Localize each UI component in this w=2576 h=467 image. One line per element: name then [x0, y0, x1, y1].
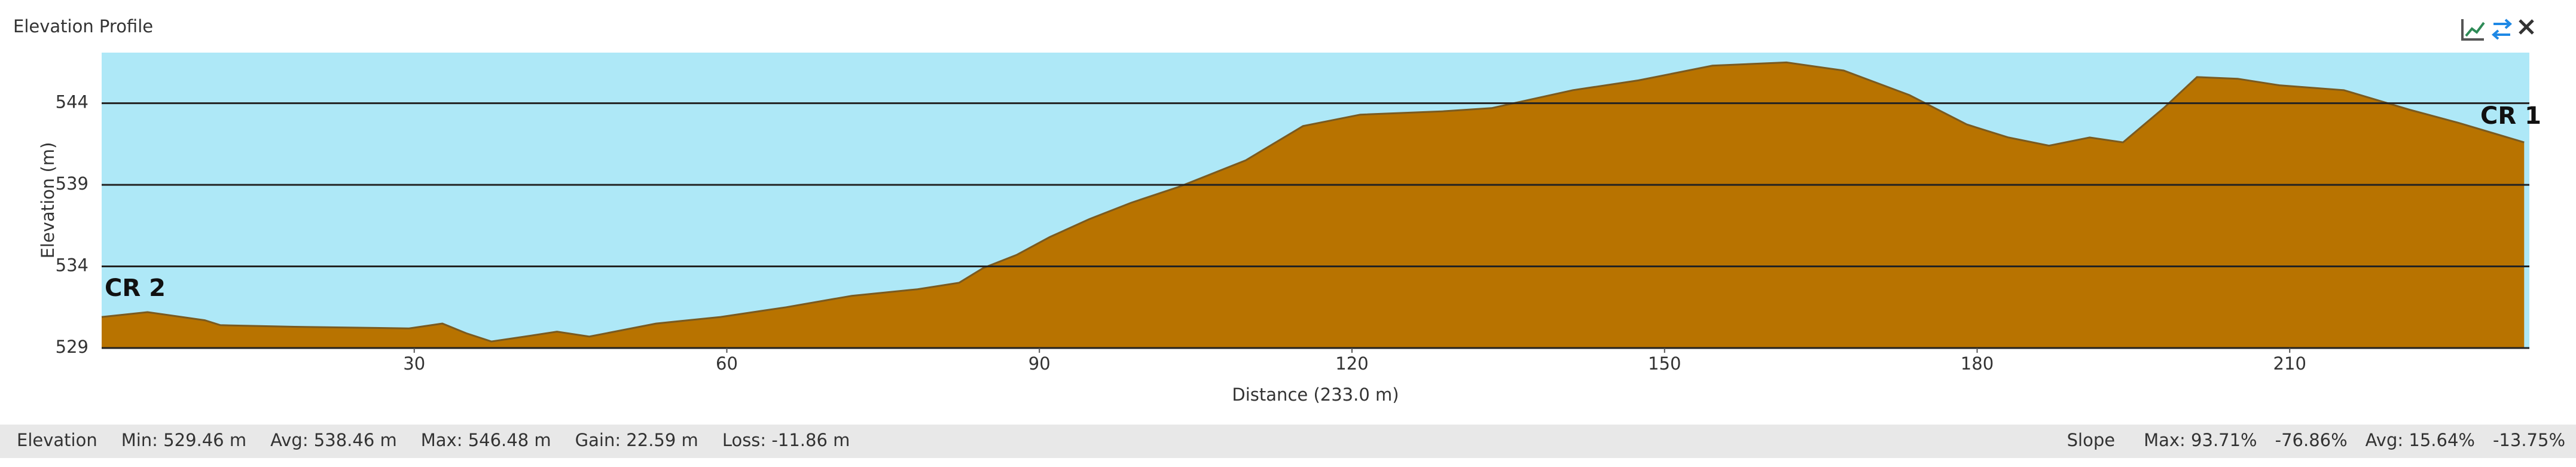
status-item: Max: 93.71%	[2144, 430, 2257, 450]
status-item: Max: 546.48 m	[421, 430, 551, 450]
profile-line	[101, 61, 2525, 343]
y-axis-label: Elevation (m)	[38, 142, 58, 259]
close-icon[interactable]	[2519, 19, 2534, 35]
status-item: Avg: 538.46 m	[270, 430, 397, 450]
swap-icon[interactable]	[2491, 19, 2513, 40]
y-tick-label: 534	[56, 255, 88, 276]
x-tick-label: 210	[2273, 353, 2306, 374]
y-tick-label: 544	[56, 92, 88, 112]
status-item: -13.75%	[2493, 430, 2565, 450]
status-item: Avg: 15.64%	[2366, 430, 2475, 450]
x-tick-label: 30	[403, 353, 425, 374]
annotation: CR 1	[2480, 102, 2541, 130]
status-bar	[0, 425, 2576, 458]
panel-title: Elevation Profile	[13, 16, 153, 36]
chart-icon[interactable]	[2461, 19, 2485, 41]
status-item: Elevation	[17, 430, 97, 450]
status-item: -76.86%	[2275, 430, 2348, 450]
x-tick-label: 90	[1028, 353, 1051, 374]
status-item: Gain: 22.59 m	[575, 430, 698, 450]
x-axis-label: Distance (233.0 m)	[1232, 384, 1399, 405]
x-tick-label: 150	[1648, 353, 1681, 374]
x-tick-label: 120	[1335, 353, 1368, 374]
y-tick-label: 539	[56, 173, 88, 194]
status-item: Loss: -11.86 m	[722, 430, 850, 450]
area-fill	[102, 62, 2525, 349]
x-tick-label: 60	[716, 353, 738, 374]
annotation: CR 2	[105, 274, 166, 302]
y-tick-label: 529	[56, 337, 88, 357]
status-item: Slope	[2067, 430, 2115, 450]
toolbar-icons	[2461, 19, 2534, 41]
x-tick-label: 180	[1961, 353, 1994, 374]
status-item: Min: 529.46 m	[121, 430, 246, 450]
